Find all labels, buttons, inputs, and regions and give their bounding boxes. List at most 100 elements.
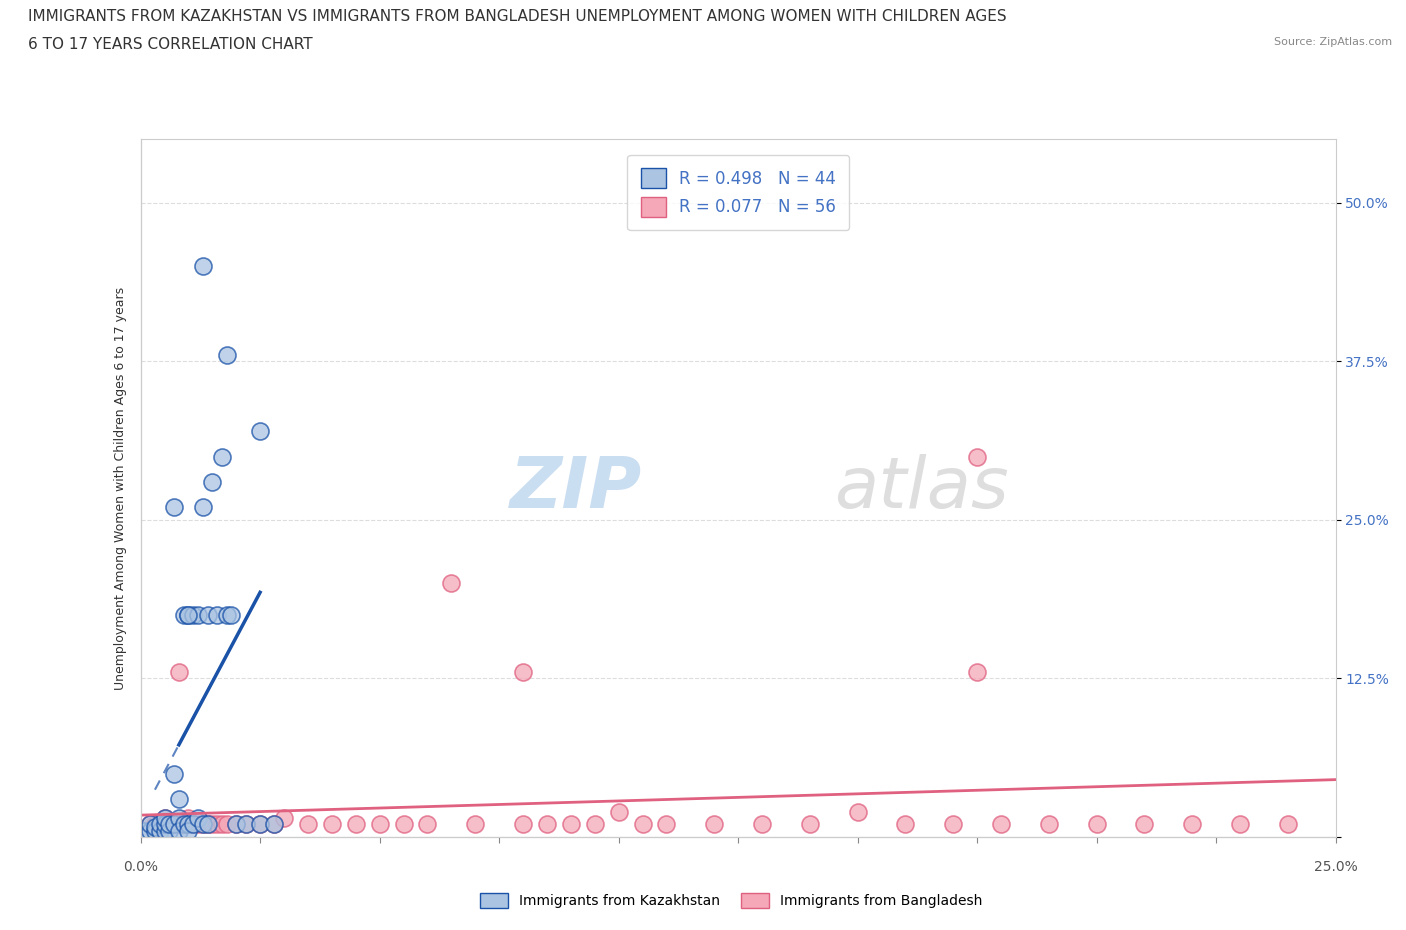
Text: atlas: atlas bbox=[834, 454, 1008, 523]
Point bbox=[139, 817, 162, 831]
Point bbox=[163, 817, 186, 831]
Point bbox=[139, 817, 162, 831]
Point bbox=[263, 817, 285, 831]
Point bbox=[201, 474, 224, 489]
Y-axis label: Unemployment Among Women with Children Ages 6 to 17 years: Unemployment Among Women with Children A… bbox=[114, 286, 128, 690]
Point bbox=[173, 817, 195, 831]
Point bbox=[177, 817, 200, 831]
Point bbox=[368, 817, 391, 831]
Point bbox=[215, 817, 238, 831]
Point bbox=[153, 817, 176, 831]
Point bbox=[197, 817, 219, 831]
Point bbox=[153, 817, 176, 831]
Point bbox=[966, 449, 988, 464]
Text: 0.0%: 0.0% bbox=[124, 860, 157, 874]
Point bbox=[149, 817, 172, 831]
Point bbox=[143, 817, 166, 831]
Point bbox=[235, 817, 257, 831]
Point bbox=[894, 817, 917, 831]
Legend: R = 0.498   N = 44, R = 0.077   N = 56: R = 0.498 N = 44, R = 0.077 N = 56 bbox=[627, 154, 849, 231]
Point bbox=[249, 424, 271, 439]
Point bbox=[211, 449, 233, 464]
Point bbox=[846, 804, 869, 819]
Point bbox=[536, 817, 558, 831]
Point bbox=[263, 817, 285, 831]
Point bbox=[191, 499, 214, 514]
Point bbox=[799, 817, 821, 831]
Point bbox=[181, 817, 204, 831]
Text: 6 TO 17 YEARS CORRELATION CHART: 6 TO 17 YEARS CORRELATION CHART bbox=[28, 37, 312, 52]
Point bbox=[177, 811, 200, 826]
Point bbox=[1277, 817, 1299, 831]
Point bbox=[225, 817, 247, 831]
Point bbox=[703, 817, 725, 831]
Point bbox=[153, 823, 176, 838]
Point bbox=[181, 817, 204, 831]
Point bbox=[990, 817, 1012, 831]
Point bbox=[177, 607, 200, 622]
Point bbox=[205, 817, 228, 831]
Point bbox=[512, 665, 534, 680]
Point bbox=[512, 817, 534, 831]
Point bbox=[440, 576, 463, 591]
Point bbox=[134, 823, 156, 838]
Point bbox=[157, 817, 180, 831]
Point bbox=[464, 817, 486, 831]
Point bbox=[1085, 817, 1108, 831]
Point bbox=[167, 665, 190, 680]
Point bbox=[163, 817, 186, 831]
Point bbox=[163, 766, 186, 781]
Point bbox=[655, 817, 678, 831]
Point bbox=[167, 811, 190, 826]
Point bbox=[215, 607, 238, 622]
Text: IMMIGRANTS FROM KAZAKHSTAN VS IMMIGRANTS FROM BANGLADESH UNEMPLOYMENT AMONG WOME: IMMIGRANTS FROM KAZAKHSTAN VS IMMIGRANTS… bbox=[28, 9, 1007, 24]
Point bbox=[197, 607, 219, 622]
Point bbox=[157, 817, 180, 831]
Point bbox=[153, 811, 176, 826]
Legend: Immigrants from Kazakhstan, Immigrants from Bangladesh: Immigrants from Kazakhstan, Immigrants f… bbox=[475, 888, 987, 914]
Point bbox=[143, 819, 166, 834]
Point bbox=[392, 817, 415, 831]
Point bbox=[143, 823, 166, 838]
Point bbox=[167, 791, 190, 806]
Point bbox=[631, 817, 654, 831]
Point bbox=[167, 817, 190, 831]
Point bbox=[249, 817, 271, 831]
Point bbox=[583, 817, 606, 831]
Point bbox=[211, 817, 233, 831]
Point bbox=[273, 811, 295, 826]
Point bbox=[751, 817, 773, 831]
Point bbox=[942, 817, 965, 831]
Point bbox=[221, 607, 243, 622]
Point bbox=[1181, 817, 1204, 831]
Point bbox=[966, 665, 988, 680]
Point bbox=[1229, 817, 1251, 831]
Point bbox=[197, 817, 219, 831]
Point bbox=[173, 817, 195, 831]
Point bbox=[201, 817, 224, 831]
Point bbox=[157, 823, 180, 838]
Point bbox=[191, 259, 214, 273]
Point bbox=[249, 817, 271, 831]
Point bbox=[163, 499, 186, 514]
Point bbox=[1038, 817, 1060, 831]
Point bbox=[167, 823, 190, 838]
Point bbox=[177, 823, 200, 838]
Point bbox=[321, 817, 343, 831]
Point bbox=[153, 811, 176, 826]
Text: ZIP: ZIP bbox=[510, 454, 643, 523]
Point bbox=[416, 817, 439, 831]
Point bbox=[177, 817, 200, 831]
Point bbox=[139, 823, 162, 838]
Point bbox=[181, 607, 204, 622]
Point bbox=[191, 817, 214, 831]
Point bbox=[187, 811, 209, 826]
Point bbox=[205, 607, 228, 622]
Point bbox=[344, 817, 367, 831]
Text: 25.0%: 25.0% bbox=[1313, 860, 1358, 874]
Point bbox=[187, 607, 209, 622]
Point bbox=[191, 817, 214, 831]
Text: Source: ZipAtlas.com: Source: ZipAtlas.com bbox=[1274, 37, 1392, 47]
Point bbox=[607, 804, 630, 819]
Point bbox=[1133, 817, 1156, 831]
